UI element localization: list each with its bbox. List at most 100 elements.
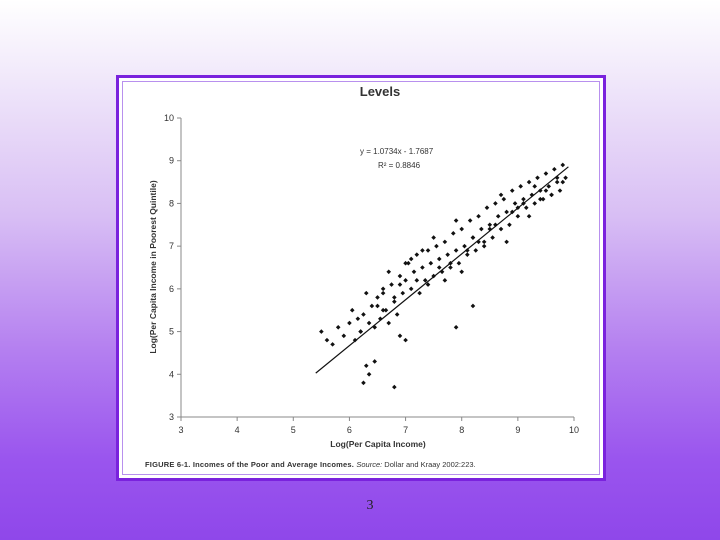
data-point: [372, 359, 377, 364]
data-point: [453, 248, 459, 253]
data-point: [420, 248, 425, 253]
data-point: [490, 235, 495, 240]
data-point: [375, 303, 380, 309]
chart-title: Levels: [360, 84, 400, 99]
data-point: [420, 265, 425, 270]
data-point: [554, 179, 560, 185]
data-point: [546, 184, 552, 189]
data-point: [493, 201, 498, 206]
data-point: [366, 320, 372, 326]
x-tick-label: 8: [459, 425, 464, 435]
data-point: [523, 205, 529, 210]
data-point: [372, 325, 377, 330]
data-point: [417, 290, 422, 296]
data-point: [465, 252, 470, 257]
data-point: [518, 184, 523, 189]
data-point: [540, 196, 546, 202]
data-point: [361, 312, 366, 317]
data-point: [386, 269, 392, 275]
data-point: [521, 196, 526, 202]
data-point: [504, 209, 509, 215]
data-point: [411, 269, 417, 275]
caption-source: Dollar and Kraay 2002:223.: [382, 460, 476, 469]
figure-caption: FIGURE 6-1. Incomes of the Poor and Aver…: [145, 459, 565, 470]
data-point: [462, 243, 467, 249]
data-point: [450, 231, 456, 236]
data-point: [406, 260, 411, 266]
data-point: [515, 213, 521, 219]
data-point: [459, 269, 465, 275]
y-tick-label: 6: [169, 284, 174, 294]
data-point: [361, 380, 366, 386]
data-point: [554, 175, 560, 181]
data-point: [487, 222, 493, 228]
y-tick-label: 10: [164, 113, 174, 123]
data-point: [392, 384, 397, 390]
data-point: [453, 325, 459, 330]
data-point: [495, 213, 501, 219]
data-point: [434, 243, 439, 249]
data-point: [479, 226, 484, 232]
data-point: [389, 282, 394, 287]
data-point: [403, 337, 408, 343]
data-point: [335, 325, 341, 330]
data-point: [467, 218, 473, 223]
data-point: [526, 213, 532, 219]
data-point: [465, 248, 470, 253]
data-point: [470, 235, 476, 240]
data-point: [453, 218, 459, 223]
data-point: [392, 295, 397, 300]
data-point: [532, 201, 537, 206]
data-point: [470, 303, 476, 309]
data-point: [481, 243, 487, 249]
data-point: [445, 252, 450, 257]
data-point: [456, 260, 462, 266]
x-tick-label: 4: [235, 425, 240, 435]
data-point: [319, 329, 324, 334]
r-squared-label: R² = 0.8846: [378, 161, 421, 170]
data-point: [487, 226, 493, 232]
data-point: [431, 273, 436, 279]
data-point: [403, 278, 408, 283]
data-point: [484, 205, 490, 210]
y-tick-label: 9: [169, 156, 174, 166]
x-tick-label: 6: [347, 425, 352, 435]
data-point: [549, 192, 554, 198]
x-tick-label: 7: [403, 425, 408, 435]
data-point: [481, 239, 487, 245]
x-tick-label: 5: [291, 425, 296, 435]
data-point: [436, 256, 442, 262]
data-point: [380, 290, 386, 296]
data-point: [347, 320, 352, 326]
data-point: [552, 166, 557, 172]
data-point: [380, 286, 386, 292]
data-point: [425, 282, 431, 287]
data-point: [414, 278, 420, 283]
data-point: [526, 179, 532, 185]
x-axis-label: Log(Per Capita Income): [330, 439, 426, 449]
data-point: [425, 248, 431, 253]
data-point: [557, 188, 563, 193]
data-point: [408, 256, 414, 262]
data-point: [394, 312, 400, 317]
data-point: [408, 286, 414, 292]
y-tick-label: 8: [169, 198, 174, 208]
data-point: [403, 260, 408, 266]
x-tick-label: 9: [515, 425, 520, 435]
data-point: [414, 252, 420, 257]
data-point: [442, 278, 448, 283]
data-point: [380, 307, 386, 313]
data-point: [439, 269, 445, 275]
data-point: [532, 184, 537, 189]
data-point: [501, 196, 507, 202]
data-point: [560, 179, 566, 185]
trendline-equation: y = 1.0734x - 1.7687: [360, 147, 434, 156]
data-point: [504, 239, 509, 245]
data-point: [493, 222, 498, 228]
trendline: [315, 166, 569, 374]
data-point: [431, 235, 436, 240]
data-point: [507, 222, 512, 228]
data-point: [560, 162, 566, 168]
data-point: [422, 278, 428, 283]
data-point: [366, 371, 372, 377]
